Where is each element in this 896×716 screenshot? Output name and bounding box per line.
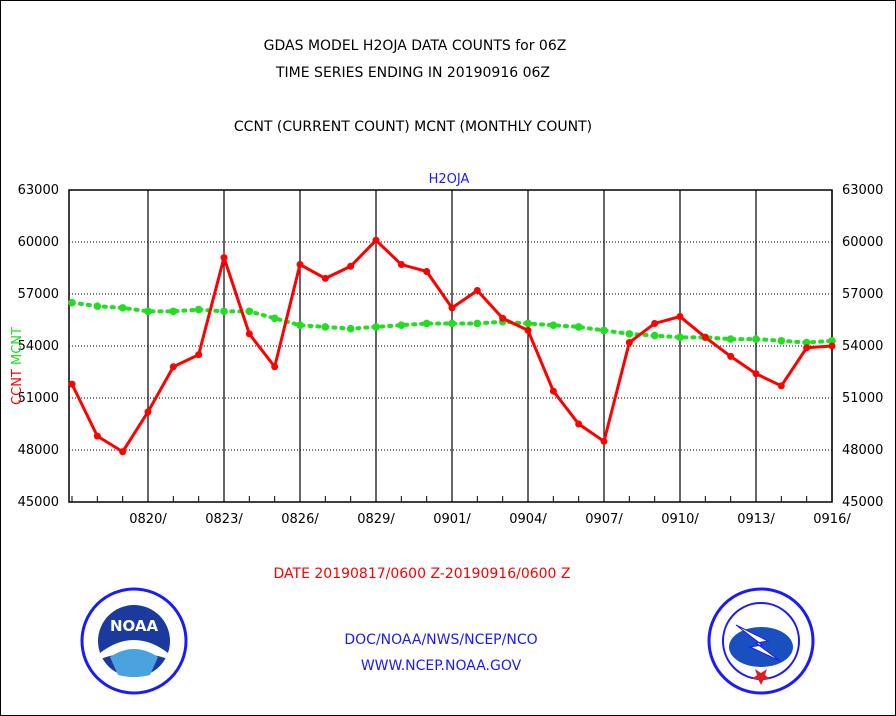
data-point-mcnt — [397, 321, 406, 330]
y-tick-label-right: 51000 — [842, 391, 883, 406]
x-tick-label: 0913/ — [737, 512, 775, 527]
data-point-ccnt — [372, 236, 380, 244]
data-point-ccnt — [676, 313, 684, 321]
x-tick-label: 0904/ — [509, 512, 547, 527]
data-point-mcnt — [752, 335, 760, 343]
y-tick-label-left: 45000 — [18, 495, 59, 510]
chart-title-line2: TIME SERIES ENDING IN 20190916 06Z — [276, 65, 550, 81]
data-point-ccnt — [600, 437, 608, 445]
data-point-ccnt — [473, 287, 481, 295]
data-point-ccnt — [752, 370, 760, 378]
y-tick-label-right: 57000 — [842, 287, 883, 302]
x-tick-label: 0823/ — [205, 512, 243, 527]
x-tick-label: 0910/ — [661, 512, 699, 527]
data-point-mcnt — [473, 319, 482, 328]
y-tick-label-left: 48000 — [18, 443, 59, 458]
data-point-mcnt — [118, 304, 127, 312]
data-point-mcnt — [676, 333, 684, 342]
nws-logo — [707, 587, 815, 695]
data-point-ccnt — [448, 304, 456, 312]
y-tick-label-right: 45000 — [842, 495, 883, 510]
y-axis-label-mcnt: MCNT — [10, 327, 25, 365]
data-point-ccnt — [625, 339, 633, 347]
data-point-mcnt — [68, 298, 76, 307]
x-tick-label: 0829/ — [357, 512, 395, 527]
data-point-ccnt — [727, 352, 735, 360]
x-tick-label: 0820/ — [129, 512, 167, 527]
data-point-ccnt — [169, 363, 177, 371]
data-point-ccnt — [524, 326, 532, 334]
y-tick-label-right: 60000 — [842, 235, 883, 250]
data-point-mcnt — [144, 307, 152, 316]
y-tick-label-right: 63000 — [842, 183, 883, 198]
data-point-ccnt — [549, 387, 557, 395]
data-point-mcnt — [574, 323, 583, 331]
x-tick-label: 0907/ — [585, 512, 623, 527]
data-point-mcnt — [777, 337, 786, 345]
data-point-ccnt — [777, 382, 785, 390]
data-point-mcnt — [448, 319, 456, 328]
data-point-ccnt — [119, 448, 127, 456]
data-point-ccnt — [195, 351, 203, 359]
data-point-ccnt — [220, 254, 228, 262]
x-tick-label: 0916/ — [813, 512, 851, 527]
data-point-mcnt — [650, 331, 659, 340]
data-point-mcnt — [220, 307, 228, 316]
y-tick-label-left: 51000 — [18, 391, 59, 406]
y-axis-label-ccnt: CCNT — [10, 365, 25, 405]
data-point-mcnt — [296, 321, 304, 330]
data-point-mcnt — [600, 326, 608, 335]
data-point-ccnt — [803, 344, 811, 352]
footer-url[interactable]: WWW.NCEP.NOAA.GOV — [360, 658, 522, 674]
data-point-ccnt — [321, 274, 329, 282]
data-point-mcnt — [270, 314, 279, 323]
data-point-mcnt — [726, 335, 735, 343]
x-tick-label: 0901/ — [433, 512, 471, 527]
data-point-mcnt — [245, 307, 254, 316]
data-point-ccnt — [144, 408, 152, 416]
data-point-mcnt — [828, 337, 836, 345]
data-point-mcnt — [802, 338, 811, 347]
data-point-ccnt — [93, 432, 101, 440]
data-point-ccnt — [701, 333, 709, 341]
y-tick-label-left: 57000 — [18, 287, 59, 302]
data-point-mcnt — [625, 330, 634, 338]
data-point-mcnt — [549, 321, 558, 330]
data-point-mcnt — [194, 305, 203, 314]
chart-subtitle: CCNT (CURRENT COUNT) MCNT (MONTHLY COUNT… — [233, 119, 593, 135]
data-point-ccnt — [397, 261, 405, 269]
data-point-ccnt — [499, 314, 507, 322]
x-tick-label: 0826/ — [281, 512, 319, 527]
data-point-ccnt — [347, 262, 355, 270]
data-point-mcnt — [372, 323, 380, 331]
data-point-mcnt — [346, 324, 355, 333]
chart-title-line1: GDAS MODEL H2OJA DATA COUNTS for 06Z — [263, 38, 567, 54]
data-point-ccnt — [68, 380, 76, 388]
data-point-ccnt — [651, 319, 659, 327]
data-point-mcnt — [93, 302, 102, 310]
y-tick-label-left: 63000 — [18, 183, 59, 198]
footer-org: DOC/NOAA/NWS/NCEP/NCO — [344, 632, 538, 648]
y-tick-label-left: 60000 — [18, 235, 59, 250]
data-point-mcnt — [169, 307, 178, 316]
y-axis-label: CCNT MCNT — [10, 327, 25, 405]
data-point-mcnt — [524, 319, 532, 328]
data-point-mcnt — [321, 323, 330, 331]
noaa-logo: NOAA — [80, 587, 188, 695]
data-point-ccnt — [575, 420, 583, 428]
data-point-ccnt — [245, 330, 253, 338]
data-point-ccnt — [271, 363, 279, 371]
y-tick-label-right: 54000 — [842, 339, 883, 354]
y-tick-label-left: 54000 — [18, 339, 59, 354]
noaa-logo-text: NOAA — [110, 617, 159, 635]
y-tick-label-right: 48000 — [842, 443, 883, 458]
data-point-ccnt — [296, 261, 304, 269]
data-point-ccnt — [423, 267, 431, 275]
date-range-label: DATE 20190817/0600 Z-20190916/0600 Z — [273, 566, 571, 582]
data-point-mcnt — [422, 319, 431, 328]
plot-label: H2OJA — [428, 172, 470, 187]
data-point-ccnt — [828, 342, 836, 350]
